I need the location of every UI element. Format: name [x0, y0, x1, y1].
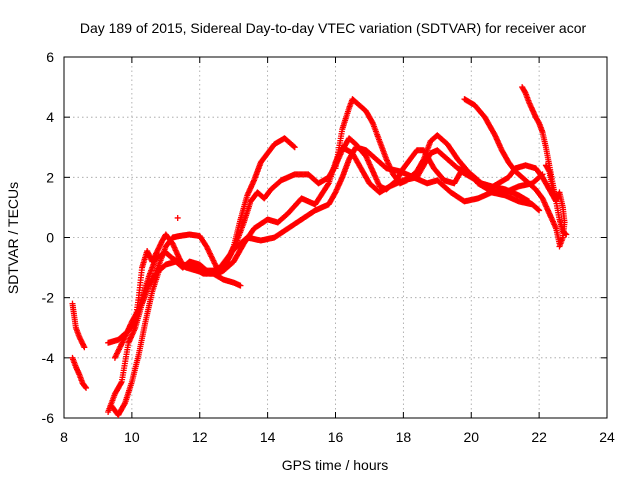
y-tick-label: 2 — [46, 169, 54, 185]
data-series-arc-5 — [169, 255, 244, 289]
x-tick-label: 14 — [260, 429, 276, 445]
y-tick-label: 4 — [46, 109, 54, 125]
data-series-arc-a-early — [69, 300, 88, 351]
data-series-arc-b-early — [69, 354, 90, 391]
data-point — [324, 181, 331, 188]
y-tick-label: 6 — [46, 49, 54, 65]
data-point — [536, 207, 543, 214]
data-point — [521, 88, 528, 95]
data-point — [290, 143, 297, 150]
y-tick-label: -2 — [42, 290, 55, 306]
data-point — [81, 344, 88, 351]
y-tick-label: -4 — [42, 350, 55, 366]
y-tick-label: 0 — [46, 230, 54, 246]
data-point — [237, 282, 244, 289]
data-point — [121, 401, 128, 408]
chart-title: Day 189 of 2015, Sidereal Day-to-day VTE… — [80, 20, 587, 36]
x-tick-label: 24 — [599, 429, 615, 445]
x-tick-label: 22 — [531, 429, 547, 445]
x-tick-label: 16 — [328, 429, 344, 445]
data-point — [83, 384, 90, 391]
data-point — [82, 384, 89, 391]
y-tick-label: -6 — [42, 410, 55, 426]
x-tick-label: 20 — [463, 429, 479, 445]
data-point — [369, 118, 376, 125]
data-series-arc-9 — [542, 162, 568, 250]
data-series-arc-6 — [332, 96, 560, 205]
x-axis-title: GPS time / hours — [282, 457, 389, 473]
data-point — [535, 118, 542, 125]
data-point — [291, 144, 298, 151]
data-layer — [69, 84, 570, 418]
data-series-isolated — [174, 214, 181, 221]
x-tick-label: 12 — [192, 429, 208, 445]
data-point — [556, 243, 563, 250]
x-tick-label: 18 — [396, 429, 412, 445]
data-point — [535, 206, 542, 213]
data-point — [563, 231, 570, 238]
x-tick-label: 10 — [124, 429, 140, 445]
data-point — [118, 380, 125, 387]
x-tick-label: 8 — [60, 429, 68, 445]
data-series-arc-7 — [461, 96, 563, 247]
data-point — [420, 157, 427, 164]
data-point — [174, 214, 181, 221]
y-axis-title: SDTVAR / TECUs — [5, 182, 21, 294]
data-point — [545, 167, 552, 174]
